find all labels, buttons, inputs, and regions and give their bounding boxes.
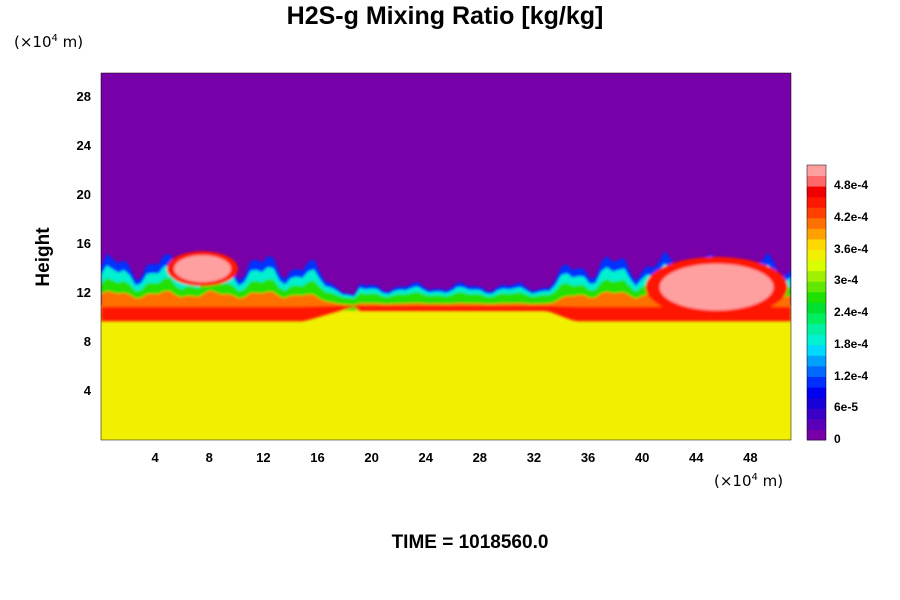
x-tick-label: 20: [364, 450, 379, 465]
lower-layer: [101, 305, 791, 440]
chart-title: H2S-g Mixing Ratio [kg/kg]: [286, 2, 604, 30]
x-tick-label: 16: [310, 450, 325, 465]
y-tick-label: 20: [76, 187, 91, 203]
band-red: [101, 305, 791, 322]
colorbar-swatch: [807, 291, 826, 303]
x-tick-label: 24: [418, 450, 433, 465]
colorbar: [806, 164, 827, 441]
y-tick-label: 12: [76, 285, 91, 301]
colorbar-swatch: [807, 260, 826, 272]
x-tick-label: 4: [151, 450, 159, 465]
colorbar-tick-label: 2.4e-4: [834, 305, 869, 320]
mixing-ratio-field: [101, 73, 791, 440]
colorbar-swatch: [807, 186, 826, 198]
colorbar-swatch: [807, 397, 826, 409]
colorbar-swatch: [807, 270, 826, 282]
colorbar-swatch: [807, 165, 826, 176]
x-tick-label: 36: [580, 450, 596, 465]
colorbar-tick-label: 1.8e-4: [834, 336, 869, 351]
colorbar-swatch: [807, 429, 826, 441]
y-tick-label: 4: [83, 383, 91, 399]
y-tick-label: 24: [76, 138, 91, 154]
colorbar-tick-label: 1.2e-4: [834, 368, 869, 383]
colorbar-swatch: [807, 387, 826, 399]
x-tick-label: 32: [526, 450, 542, 465]
colorbar-swatch: [807, 376, 826, 388]
y-tick-label: 8: [83, 334, 91, 350]
x-tick-label: 48: [743, 450, 758, 465]
colorbar-tick-label: 4.8e-4: [834, 178, 869, 193]
colorbar-tick-label: 3.6e-4: [834, 241, 869, 256]
colorbar-tick-label: 0: [834, 432, 841, 446]
x-tick-label: 28: [472, 450, 488, 465]
high-value-patch-0: [174, 255, 231, 283]
colorbar-swatch: [807, 239, 826, 251]
colorbar-swatch: [807, 249, 826, 261]
time-label: TIME = 1018560.0: [391, 532, 549, 553]
colorbar-swatch: [807, 207, 826, 219]
x-tick-label: 8: [205, 450, 213, 465]
plot-frame: [100, 72, 792, 441]
colorbar-swatch: [807, 355, 826, 367]
colorbar-swatch: [807, 228, 826, 240]
colorbar-swatch: [807, 196, 826, 208]
colorbar-swatch: [807, 313, 826, 325]
colorbar-swatch: [807, 217, 826, 229]
mixing-band: [101, 251, 791, 322]
colorbar-swatch: [807, 344, 826, 356]
colorbar-swatch: [807, 408, 826, 420]
colorbar-swatch: [807, 323, 826, 335]
colorbar-tick-label: 4.2e-4: [834, 209, 869, 224]
y-unit-label: (×104 m): [14, 33, 84, 51]
colorbar-swatch: [807, 281, 826, 293]
high-value-patch-1: [659, 263, 774, 311]
colorbar-swatch: [807, 302, 826, 314]
y-tick-label: 16: [76, 236, 91, 252]
colorbar-swatch: [807, 175, 826, 187]
x-tick-label: 44: [689, 450, 704, 465]
colorbar-swatch: [807, 365, 826, 377]
colorbar-swatch: [807, 418, 826, 430]
y-tick-label: 28: [76, 89, 91, 105]
x-tick-label: 40: [634, 450, 650, 465]
colorbar-swatch: [807, 334, 826, 346]
colorbar-tick-label: 6e-5: [834, 400, 859, 415]
x-tick-label: 12: [256, 450, 271, 465]
colorbar-frame: [806, 164, 827, 441]
colorbar-tick-label: 3e-4: [834, 273, 859, 288]
x-unit-label: (×104 m): [714, 472, 784, 490]
